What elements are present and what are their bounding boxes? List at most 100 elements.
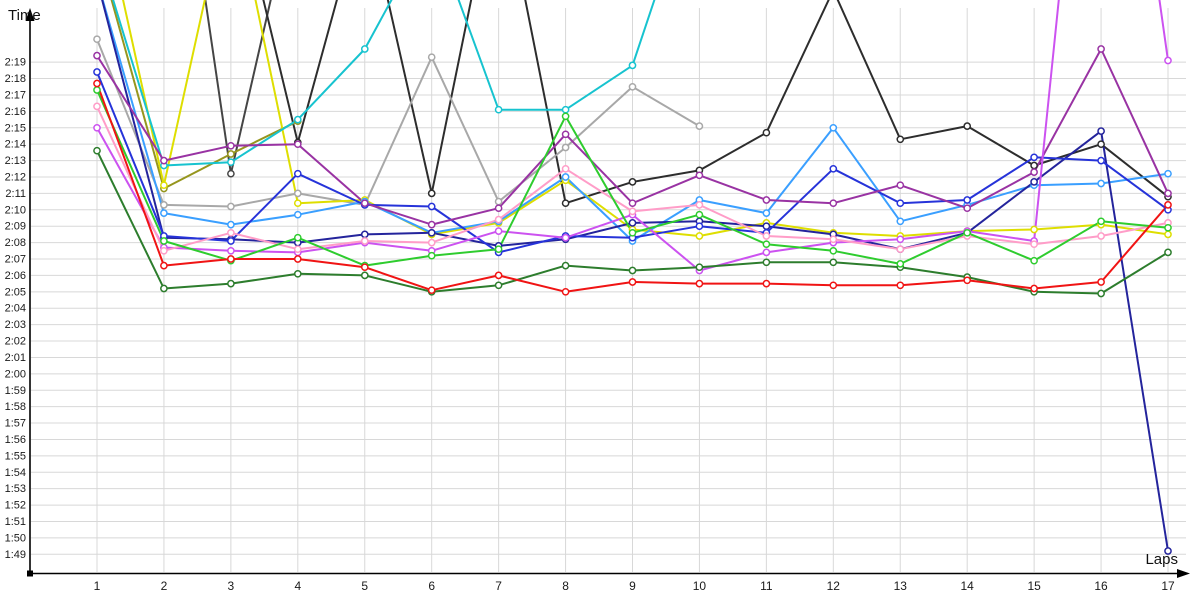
data-point (963, 276, 972, 285)
data-point (896, 199, 905, 208)
series-dim-gray-markers (227, 169, 235, 178)
series-dark-green-markers (93, 146, 1172, 298)
data-point (1164, 223, 1172, 232)
data-point (293, 233, 302, 242)
data-point (93, 86, 101, 94)
y-tick-label: 1:50 (5, 532, 26, 544)
x-tick-label: 11 (760, 579, 773, 593)
y-tick-label: 1:53 (5, 483, 26, 495)
data-point (360, 45, 369, 53)
series-green-markers (93, 86, 1172, 270)
y-tick-label: 1:58 (5, 401, 26, 413)
data-point (829, 164, 838, 173)
data-point (427, 202, 436, 211)
data-point (293, 255, 302, 263)
data-point (360, 230, 369, 239)
data-point (160, 201, 168, 209)
data-point (561, 105, 570, 114)
series-red-markers (93, 79, 1172, 296)
data-point (160, 237, 168, 245)
data-point (628, 228, 637, 237)
data-point (293, 199, 302, 208)
y-tick-label: 1:56 (5, 434, 26, 446)
data-point (227, 158, 235, 167)
data-point (829, 258, 838, 267)
data-point (93, 68, 101, 76)
data-point (227, 141, 235, 150)
data-point (427, 251, 436, 260)
data-point (1097, 45, 1105, 53)
data-point (494, 281, 503, 290)
data-point (427, 238, 436, 247)
data-point (494, 227, 503, 235)
data-point (963, 204, 972, 213)
data-point (227, 169, 235, 178)
data-point (360, 199, 369, 208)
y-tick-label: 2:19 (5, 57, 26, 69)
data-point (293, 245, 302, 254)
data-point (1030, 256, 1038, 265)
data-point (762, 279, 771, 288)
y-tick-label: 2:13 (5, 155, 26, 167)
data-point (160, 246, 168, 255)
data-point (1030, 161, 1038, 170)
data-point (427, 228, 436, 237)
series-olive-line (110, 0, 299, 190)
data-point (93, 102, 101, 111)
x-axis-title: Laps (1145, 551, 1178, 568)
data-point (963, 196, 972, 204)
data-point (561, 164, 570, 173)
data-point (1164, 230, 1172, 239)
data-point (293, 115, 302, 124)
data-point (360, 237, 369, 245)
data-point (561, 233, 570, 242)
data-point (293, 210, 302, 219)
data-point (829, 281, 838, 290)
data-point (1030, 225, 1038, 234)
y-tick-label: 2:17 (5, 89, 26, 101)
y-tick-label: 2:01 (5, 352, 26, 364)
y-tick-label: 1:49 (5, 549, 26, 561)
data-point (896, 245, 905, 254)
data-point (1097, 127, 1105, 135)
data-point (561, 112, 570, 121)
data-point (227, 228, 235, 237)
data-point (628, 207, 637, 216)
x-tick-label: 6 (428, 579, 435, 593)
data-point (561, 261, 570, 270)
series-cyan-line (112, 0, 656, 167)
data-point (1030, 178, 1038, 186)
series-cyan-markers (160, 45, 637, 170)
data-point (762, 240, 771, 249)
y-tick-label: 2:07 (5, 254, 26, 266)
series-dim-gray-line (204, 0, 272, 175)
x-tick-label: 12 (827, 579, 841, 593)
data-point (695, 122, 704, 130)
data-point (293, 169, 302, 178)
data-point (494, 215, 503, 224)
data-point (628, 61, 637, 70)
data-point (1030, 240, 1038, 249)
data-point (829, 246, 838, 255)
data-point (561, 287, 570, 296)
x-tick-label: 13 (894, 579, 908, 593)
y-tick-label: 2:05 (5, 286, 26, 298)
y-tick-label: 2:09 (5, 221, 26, 233)
data-point (762, 222, 771, 231)
data-point (896, 260, 905, 268)
x-tick-label: 16 (1094, 579, 1108, 593)
data-point (561, 130, 570, 139)
data-point (628, 82, 637, 91)
data-point (1097, 289, 1105, 298)
data-point (1164, 248, 1172, 257)
y-tick-label: 1:52 (5, 500, 26, 512)
data-point (93, 35, 101, 44)
data-point (160, 261, 168, 270)
axis-origin-square (27, 570, 33, 577)
data-point (427, 53, 436, 62)
data-point (829, 235, 838, 244)
data-point (762, 248, 771, 257)
y-tick-label: 2:02 (5, 336, 26, 348)
data-point (1030, 284, 1038, 293)
data-point (561, 143, 570, 152)
